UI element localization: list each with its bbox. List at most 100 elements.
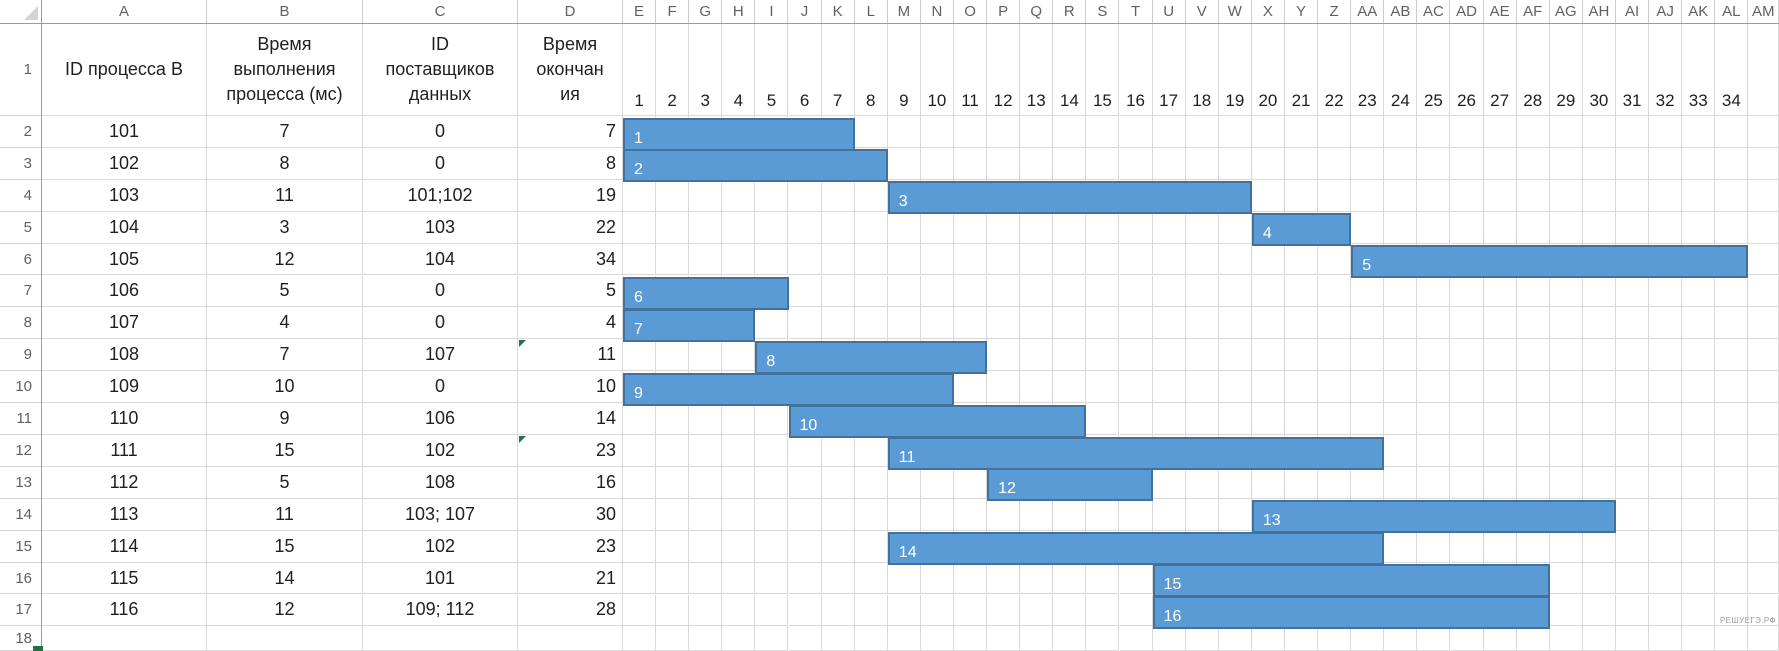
cell-O10[interactable]	[954, 371, 988, 404]
gantt-bar-13[interactable]: 13	[1251, 500, 1616, 534]
cell-AC7[interactable]	[1417, 275, 1451, 308]
cell-A1[interactable]: ID процесса B	[42, 24, 207, 116]
cell-T2[interactable]	[1119, 116, 1153, 148]
cell-AG16[interactable]	[1549, 562, 1583, 595]
cell-V5[interactable]	[1185, 211, 1219, 244]
cell-AH7[interactable]	[1582, 275, 1616, 308]
cell-C16[interactable]: 101	[363, 562, 518, 595]
cell-N7[interactable]	[920, 275, 954, 308]
cell-D7[interactable]: 5	[518, 275, 623, 308]
cell-U10[interactable]	[1152, 371, 1186, 404]
cell-T11[interactable]	[1119, 403, 1153, 435]
cell-N14[interactable]	[920, 498, 954, 531]
cell-E18[interactable]	[623, 626, 657, 651]
cell-A17[interactable]: 116	[42, 594, 207, 627]
column-header-AG[interactable]: AG	[1549, 0, 1583, 23]
cell-L6[interactable]	[854, 243, 888, 276]
column-header-AD[interactable]: AD	[1450, 0, 1484, 23]
cell-T1[interactable]: 16	[1119, 24, 1153, 116]
cell-AE4[interactable]	[1483, 179, 1517, 212]
cell-AK15[interactable]	[1682, 530, 1716, 563]
cell-AM13[interactable]	[1748, 466, 1779, 499]
cell-G18[interactable]	[689, 626, 723, 651]
cell-M18[interactable]	[887, 626, 921, 651]
cell-T17[interactable]	[1119, 594, 1153, 627]
cell-V18[interactable]	[1185, 626, 1219, 651]
cell-AF9[interactable]	[1516, 339, 1550, 372]
cell-P7[interactable]	[987, 275, 1021, 308]
row-header-14[interactable]: 14	[0, 498, 41, 531]
cell-AM12[interactable]	[1748, 435, 1779, 467]
cell-G13[interactable]	[689, 466, 723, 499]
cell-AK17[interactable]	[1682, 594, 1716, 627]
cell-AB1[interactable]: 24	[1384, 24, 1418, 116]
cell-AB10[interactable]	[1384, 371, 1418, 404]
cell-AC18[interactable]	[1417, 626, 1451, 651]
column-header-AC[interactable]: AC	[1417, 0, 1451, 23]
cell-H17[interactable]	[722, 594, 756, 627]
cell-AM14[interactable]	[1748, 498, 1779, 531]
column-header-AB[interactable]: AB	[1384, 0, 1418, 23]
cell-AF15[interactable]	[1516, 530, 1550, 563]
cell-AF4[interactable]	[1516, 179, 1550, 212]
cell-Q3[interactable]	[1020, 147, 1054, 180]
cell-L18[interactable]	[854, 626, 888, 651]
cell-Q1[interactable]: 13	[1020, 24, 1054, 116]
cell-Y7[interactable]	[1285, 275, 1319, 308]
cell-AL5[interactable]	[1715, 211, 1749, 244]
cell-N1[interactable]: 10	[920, 24, 954, 116]
cell-Q6[interactable]	[1020, 243, 1054, 276]
cell-AD3[interactable]	[1450, 147, 1484, 180]
cell-AH17[interactable]	[1582, 594, 1616, 627]
cell-O16[interactable]	[954, 562, 988, 595]
cell-Y3[interactable]	[1285, 147, 1319, 180]
cell-AE18[interactable]	[1483, 626, 1517, 651]
cell-Z2[interactable]	[1318, 116, 1352, 148]
cell-Z1[interactable]: 22	[1318, 24, 1352, 116]
cell-V2[interactable]	[1185, 116, 1219, 148]
cell-AC5[interactable]	[1417, 211, 1451, 244]
cell-W1[interactable]: 19	[1218, 24, 1252, 116]
column-header-R[interactable]: R	[1053, 0, 1087, 23]
cell-AH2[interactable]	[1582, 116, 1616, 148]
cell-O8[interactable]	[954, 307, 988, 340]
cell-D18[interactable]	[518, 626, 623, 651]
cell-B2[interactable]: 7	[207, 116, 363, 148]
cell-S8[interactable]	[1086, 307, 1120, 340]
cell-K14[interactable]	[821, 498, 855, 531]
cell-AI4[interactable]	[1616, 179, 1650, 212]
column-header-AE[interactable]: AE	[1483, 0, 1517, 23]
cell-T3[interactable]	[1119, 147, 1153, 180]
cell-AG13[interactable]	[1549, 466, 1583, 499]
cell-C18[interactable]	[363, 626, 518, 651]
cell-X11[interactable]	[1251, 403, 1285, 435]
cell-W10[interactable]	[1218, 371, 1252, 404]
cell-B1[interactable]: Время выполнения процесса (мс)	[207, 24, 363, 116]
cell-AM11[interactable]	[1748, 403, 1779, 435]
cell-F16[interactable]	[656, 562, 690, 595]
cell-N18[interactable]	[920, 626, 954, 651]
cell-W14[interactable]	[1218, 498, 1252, 531]
cell-V10[interactable]	[1185, 371, 1219, 404]
row-header-1[interactable]: 1	[0, 24, 41, 116]
cell-D2[interactable]: 7	[518, 116, 623, 148]
cell-AJ8[interactable]	[1649, 307, 1683, 340]
cell-AF1[interactable]: 28	[1516, 24, 1550, 116]
cell-L7[interactable]	[854, 275, 888, 308]
cell-AC8[interactable]	[1417, 307, 1451, 340]
cell-I4[interactable]	[755, 179, 789, 212]
cell-J8[interactable]	[788, 307, 822, 340]
cell-Q2[interactable]	[1020, 116, 1054, 148]
cell-AL1[interactable]: 34	[1715, 24, 1749, 116]
cell-M7[interactable]	[887, 275, 921, 308]
cell-AG12[interactable]	[1549, 435, 1583, 467]
column-header-V[interactable]: V	[1185, 0, 1219, 23]
cell-AJ10[interactable]	[1649, 371, 1683, 404]
cell-X7[interactable]	[1251, 275, 1285, 308]
cell-U5[interactable]	[1152, 211, 1186, 244]
cell-AJ1[interactable]: 32	[1649, 24, 1683, 116]
cell-AE11[interactable]	[1483, 403, 1517, 435]
cell-AC2[interactable]	[1417, 116, 1451, 148]
cell-AF5[interactable]	[1516, 211, 1550, 244]
cell-N13[interactable]	[920, 466, 954, 499]
